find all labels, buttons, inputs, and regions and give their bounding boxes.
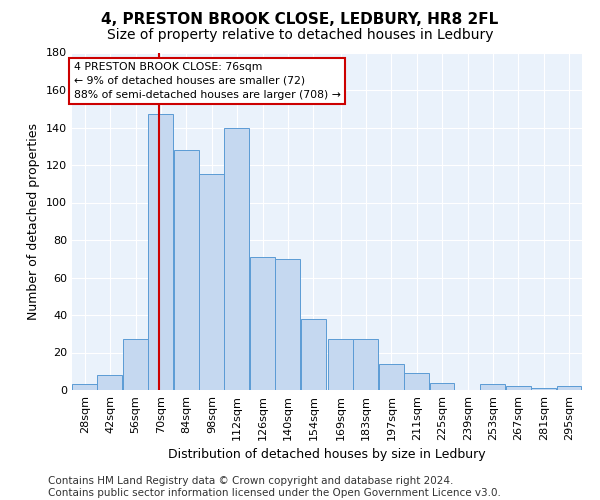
- Text: 4, PRESTON BROOK CLOSE, LEDBURY, HR8 2FL: 4, PRESTON BROOK CLOSE, LEDBURY, HR8 2FL: [101, 12, 499, 28]
- Bar: [353, 340, 378, 390]
- Bar: [275, 259, 300, 390]
- Text: Contains HM Land Registry data © Crown copyright and database right 2024.
Contai: Contains HM Land Registry data © Crown c…: [48, 476, 501, 498]
- Bar: [328, 340, 353, 390]
- Bar: [123, 340, 148, 390]
- Bar: [97, 375, 122, 390]
- Bar: [72, 384, 97, 390]
- Text: 4 PRESTON BROOK CLOSE: 76sqm
← 9% of detached houses are smaller (72)
88% of sem: 4 PRESTON BROOK CLOSE: 76sqm ← 9% of det…: [74, 62, 341, 100]
- Bar: [173, 150, 199, 390]
- X-axis label: Distribution of detached houses by size in Ledbury: Distribution of detached houses by size …: [168, 448, 486, 461]
- Bar: [430, 382, 454, 390]
- Y-axis label: Number of detached properties: Number of detached properties: [28, 122, 40, 320]
- Bar: [531, 388, 556, 390]
- Text: Size of property relative to detached houses in Ledbury: Size of property relative to detached ho…: [107, 28, 493, 42]
- Bar: [301, 319, 326, 390]
- Bar: [379, 364, 404, 390]
- Bar: [148, 114, 173, 390]
- Bar: [481, 384, 505, 390]
- Bar: [404, 373, 429, 390]
- Bar: [506, 386, 530, 390]
- Bar: [557, 386, 581, 390]
- Bar: [250, 257, 275, 390]
- Bar: [199, 174, 224, 390]
- Bar: [224, 128, 250, 390]
